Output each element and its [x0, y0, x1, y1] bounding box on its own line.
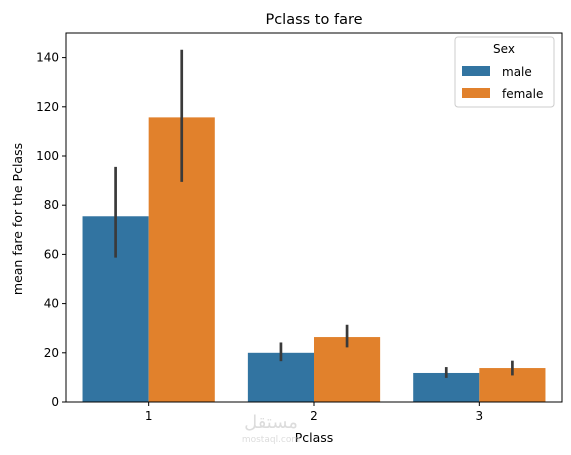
legend-label-female: female	[502, 87, 543, 101]
y-tick-label-80: 80	[44, 198, 59, 212]
y-axis-label: mean fare for the Pclass	[10, 143, 25, 295]
watermark: مستقل mostaql.com	[242, 412, 300, 445]
y-tick-label-0: 0	[51, 395, 59, 409]
watermark-text: مستقل	[244, 412, 298, 433]
x-tick-label-1: 1	[145, 409, 153, 423]
plot-area: 0 20 40 60 80 100 120 140 1 2 3	[36, 32, 563, 423]
legend-label-male: male	[502, 65, 532, 79]
legend-swatch-male	[462, 66, 490, 76]
y-tick-label-100: 100	[36, 149, 59, 163]
y-tick-label-20: 20	[44, 346, 59, 360]
legend-swatch-female	[462, 88, 490, 98]
y-tick-label-60: 60	[44, 247, 59, 261]
x-axis-label: Pclass	[295, 430, 334, 445]
y-tick-label-120: 120	[36, 100, 59, 114]
y-tick-label-140: 140	[36, 51, 59, 65]
legend-title: Sex	[493, 42, 515, 56]
chart-title: Pclass to fare	[265, 12, 362, 28]
y-tick-label-40: 40	[44, 297, 59, 311]
bar-female-pclass-2	[314, 337, 381, 402]
x-tick-label-3: 3	[476, 409, 484, 423]
legend: Sex male female	[454, 36, 555, 108]
x-tick-label-2: 2	[310, 409, 318, 423]
watermark-subtext: mostaql.com	[242, 435, 300, 445]
